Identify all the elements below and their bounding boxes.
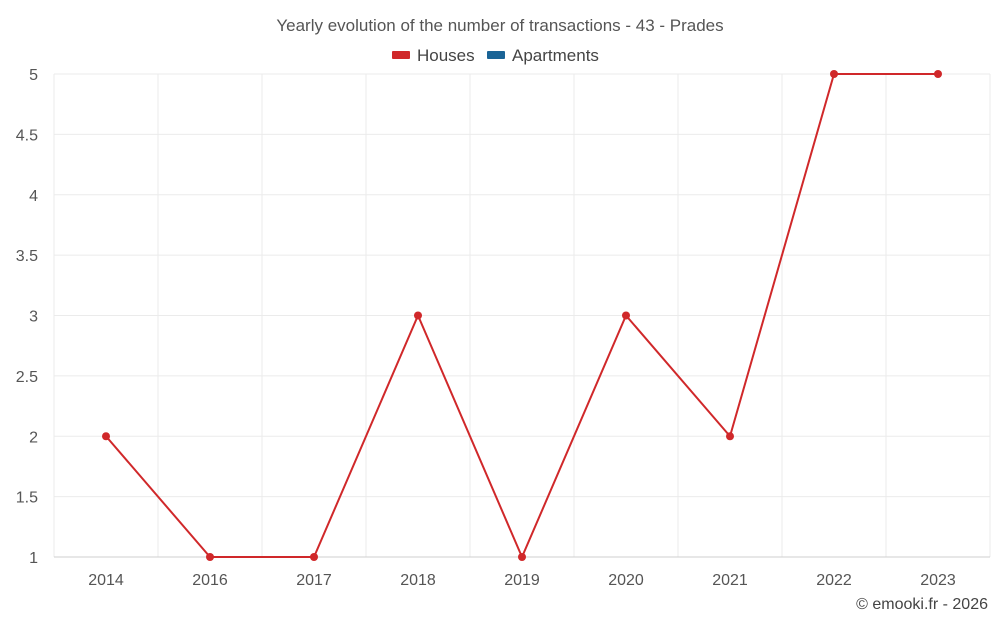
y-axis-ticks: 1 1.5 2 2.5 3 3.5 4 4.5 5: [16, 67, 38, 567]
x-tick-label: 2023: [920, 572, 956, 589]
y-tick-label: 2.5: [16, 369, 38, 386]
y-tick-label: 4: [29, 188, 38, 205]
x-tick-label: 2020: [608, 572, 644, 589]
legend-swatch-houses: [392, 51, 410, 59]
x-tick-label: 2016: [192, 572, 228, 589]
y-tick-label: 2: [29, 429, 38, 446]
data-point[interactable]: [518, 553, 526, 561]
data-point[interactable]: [414, 312, 422, 320]
data-point[interactable]: [310, 553, 318, 561]
x-tick-label: 2018: [400, 572, 436, 589]
grid: [54, 74, 990, 557]
y-tick-label: 3.5: [16, 248, 38, 265]
credit-text: © emooki.fr - 2026: [856, 596, 988, 613]
x-tick-label: 2019: [504, 572, 540, 589]
legend-label-apartments: Apartments: [512, 46, 599, 65]
y-tick-label: 1: [29, 550, 38, 567]
x-tick-label: 2022: [816, 572, 852, 589]
data-point[interactable]: [622, 312, 630, 320]
y-tick-label: 4.5: [16, 127, 38, 144]
legend: Houses Apartments: [392, 46, 599, 65]
y-tick-label: 3: [29, 309, 38, 326]
data-point[interactable]: [102, 432, 110, 440]
chart-title: Yearly evolution of the number of transa…: [276, 16, 723, 35]
x-tick-label: 2017: [296, 572, 332, 589]
legend-swatch-apartments: [487, 51, 505, 59]
x-axis-ticks: 2014 2016 2017 2018 2019 2020 2021 2022 2023: [88, 572, 956, 589]
legend-item-houses[interactable]: Houses: [392, 46, 475, 65]
data-point[interactable]: [934, 70, 942, 78]
y-tick-label: 5: [29, 67, 38, 84]
data-point[interactable]: [206, 553, 214, 561]
y-tick-label: 1.5: [16, 490, 38, 507]
x-tick-label: 2021: [712, 572, 748, 589]
legend-label-houses: Houses: [417, 46, 475, 65]
data-point[interactable]: [726, 432, 734, 440]
data-point[interactable]: [830, 70, 838, 78]
legend-item-apartments[interactable]: Apartments: [487, 46, 599, 65]
x-tick-label: 2014: [88, 572, 124, 589]
